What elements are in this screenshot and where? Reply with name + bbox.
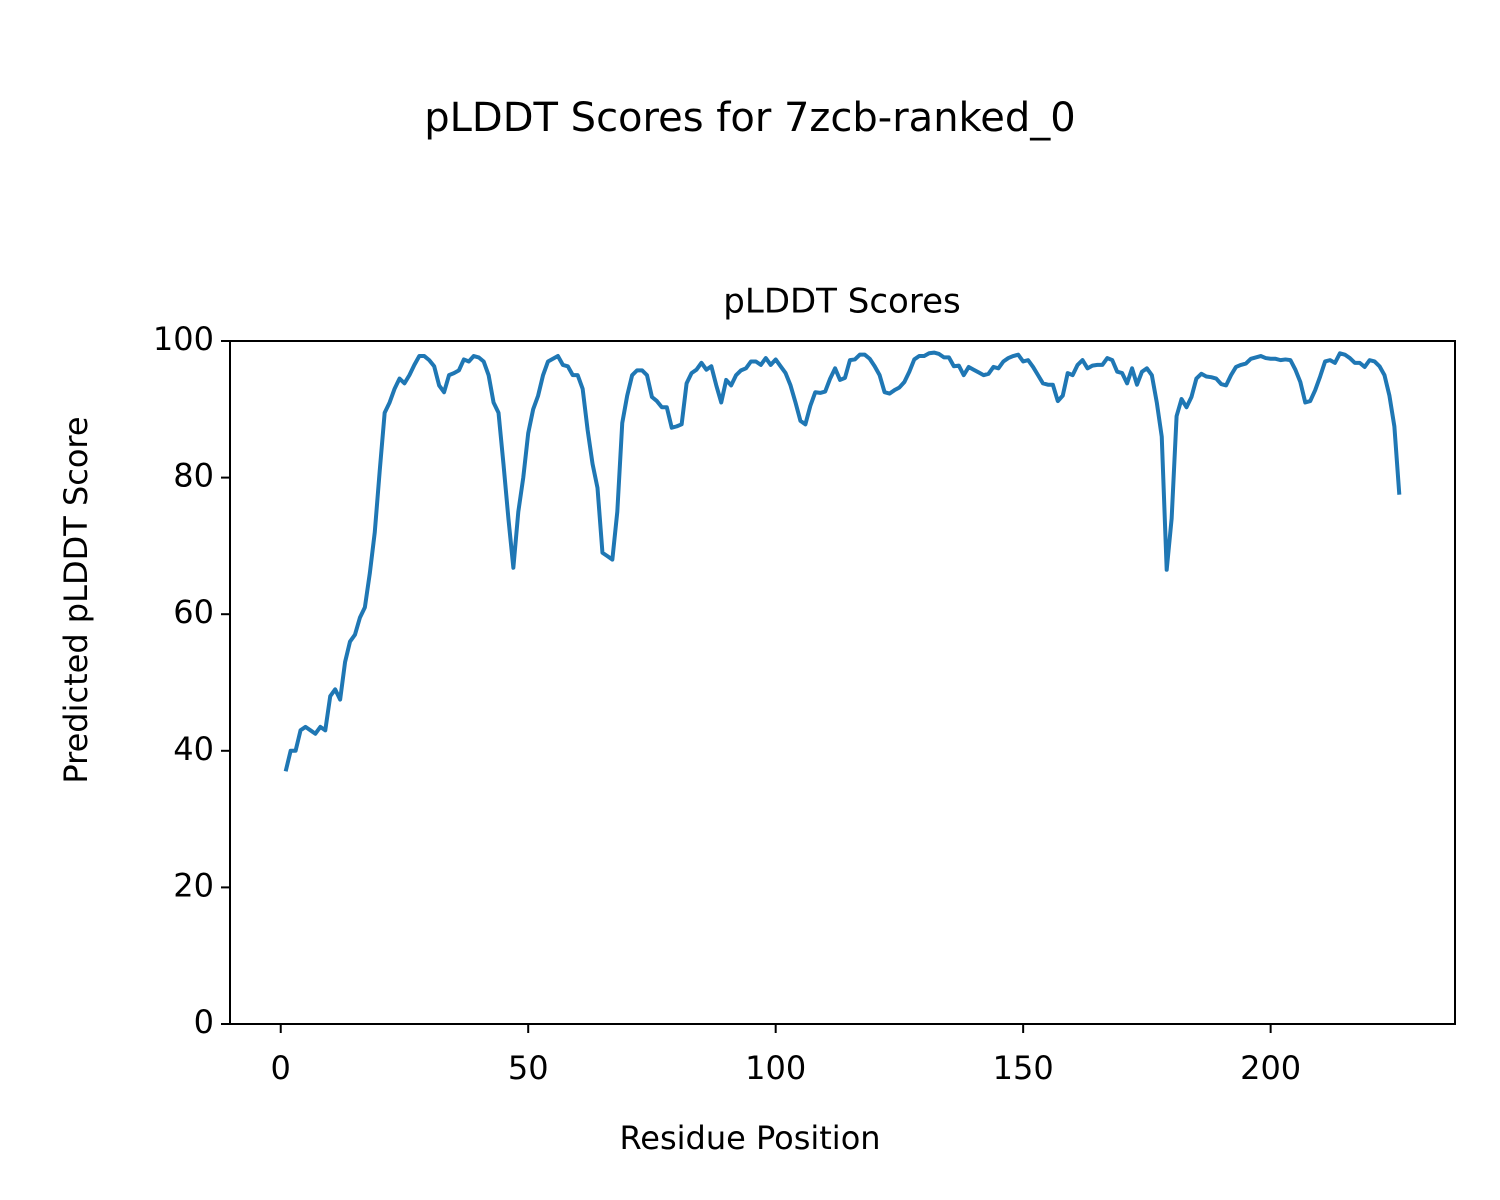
x-tick-label: 50 — [508, 1049, 549, 1087]
line — [283, 350, 1402, 772]
x-tick-label: 150 — [993, 1049, 1054, 1087]
x-tick-label: 200 — [1240, 1049, 1301, 1087]
plot-frame — [229, 340, 1456, 1025]
chart-title: pLDDT Scores for 7zcb-ranked_0 — [424, 95, 1075, 141]
y-axis-label: Predicted pLDDT Score — [57, 416, 95, 783]
y-tick-label: 40 — [173, 730, 214, 768]
y-tick-label: 100 — [153, 320, 214, 358]
x-tick-label: 100 — [745, 1049, 806, 1087]
y-tick-label: 60 — [173, 593, 214, 631]
y-tick-label: 20 — [173, 866, 214, 904]
y-tick-label: 0 — [194, 1003, 214, 1041]
axes-title: pLDDT Scores — [723, 282, 960, 322]
y-tick-label: 80 — [173, 457, 214, 495]
x-tick-label: 0 — [271, 1049, 291, 1087]
x-axis-label: Residue Position — [619, 1119, 880, 1157]
